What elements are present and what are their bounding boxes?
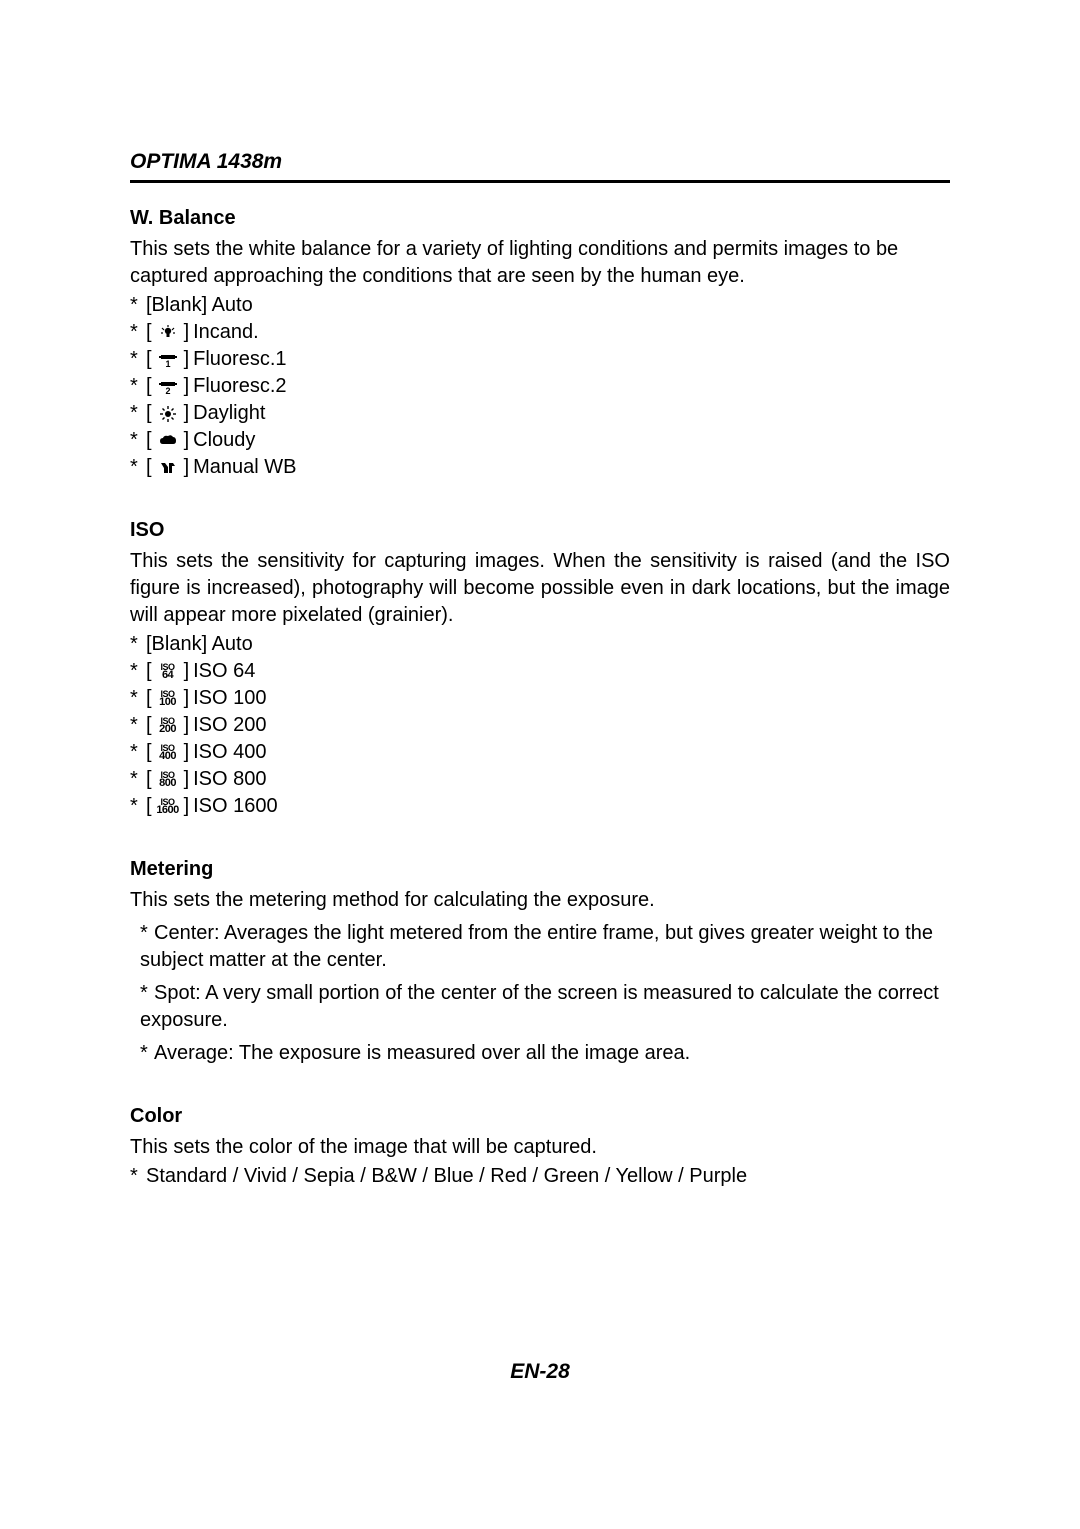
heading-color: Color: [130, 1105, 950, 1128]
option-row: *[ 1 ] Fluoresc.1: [130, 346, 950, 373]
page-content: OPTIMA 1438m W. Balance This sets the wh…: [0, 0, 1080, 1190]
heading-metering: Metering: [130, 858, 950, 881]
option-label: ISO 800: [193, 766, 266, 793]
option-label: ISO 400: [193, 739, 266, 766]
section-color: Color This sets the color of the image t…: [130, 1105, 950, 1190]
incandescent-icon: [156, 323, 180, 343]
cloudy-icon: [156, 431, 180, 451]
svg-text:2: 2: [165, 386, 170, 396]
iso-800-icon: ISO800: [156, 772, 180, 788]
option-row: *[ ] Manual WB: [130, 454, 950, 481]
option-label: Daylight: [193, 400, 265, 427]
description-iso: This sets the sensitivity for capturing …: [130, 548, 950, 629]
option-label: ISO 200: [193, 712, 266, 739]
iso-64-icon: ISO64: [156, 664, 180, 680]
option-row: *[ ISO100 ] ISO 100: [130, 685, 950, 712]
heading-wbalance: W. Balance: [130, 207, 950, 230]
description-color: This sets the color of the image that wi…: [130, 1134, 950, 1161]
option-row: *[ ] Incand.: [130, 319, 950, 346]
document-header-title: OPTIMA 1438m: [130, 150, 950, 174]
iso-200-icon: ISO200: [156, 718, 180, 734]
option-row: *[ 2 ] Fluoresc.2: [130, 373, 950, 400]
description-wbalance: This sets the white balance for a variet…: [130, 236, 950, 290]
section-iso: ISO This sets the sensitivity for captur…: [130, 519, 950, 820]
option-row: *[ ISO64 ] ISO 64: [130, 658, 950, 685]
iso-1600-icon: ISO1600: [156, 799, 180, 815]
option-row: *[ ISO1600 ] ISO 1600: [130, 793, 950, 820]
fluorescent1-icon: 1: [156, 350, 180, 370]
option-row: *[ ISO200 ] ISO 200: [130, 712, 950, 739]
option-row: *[ ISO800 ] ISO 800: [130, 766, 950, 793]
svg-text:1: 1: [165, 359, 170, 369]
option-row: *[ ISO400 ] ISO 400: [130, 739, 950, 766]
option-label: [Blank] Auto: [146, 292, 253, 319]
options-wbalance: * [Blank] Auto *[ ]: [130, 292, 950, 481]
option-row: * [Blank] Auto: [130, 631, 950, 658]
fluorescent2-icon: 2: [156, 377, 180, 397]
metering-item: *Spot: A very small portion of the cente…: [130, 980, 950, 1034]
option-row: *[: [130, 400, 950, 427]
option-label: [Blank] Auto: [146, 631, 253, 658]
section-wbalance: W. Balance This sets the white balance f…: [130, 207, 950, 481]
heading-iso: ISO: [130, 519, 950, 542]
metering-item: *Center: Averages the light metered from…: [130, 920, 950, 974]
page-footer: EN-28: [0, 1360, 1080, 1384]
option-label: Fluoresc.2: [193, 373, 286, 400]
option-label: ISO 100: [193, 685, 266, 712]
option-label: Cloudy: [193, 427, 255, 454]
options-iso: * [Blank] Auto *[ ISO64 ] ISO 64 *[ ISO1…: [130, 631, 950, 820]
daylight-icon: [156, 404, 180, 424]
metering-item: *Average: The exposure is measured over …: [130, 1040, 950, 1067]
description-metering: This sets the metering method for calcul…: [130, 887, 950, 914]
option-label: Fluoresc.1: [193, 346, 286, 373]
option-row: * [Blank] Auto: [130, 292, 950, 319]
option-label: ISO 1600: [193, 793, 278, 820]
iso-100-icon: ISO100: [156, 691, 180, 707]
option-row: * Standard / Vivid / Sepia / B&W / Blue …: [130, 1163, 950, 1190]
header-rule: [130, 180, 950, 183]
manual-wb-icon: [156, 458, 180, 478]
iso-400-icon: ISO400: [156, 745, 180, 761]
color-options-line: Standard / Vivid / Sepia / B&W / Blue / …: [146, 1163, 747, 1190]
option-label: Manual WB: [193, 454, 296, 481]
option-row: *[ ] Cloudy: [130, 427, 950, 454]
option-label: ISO 64: [193, 658, 255, 685]
option-label: Incand.: [193, 319, 259, 346]
section-metering: Metering This sets the metering method f…: [130, 858, 950, 1067]
